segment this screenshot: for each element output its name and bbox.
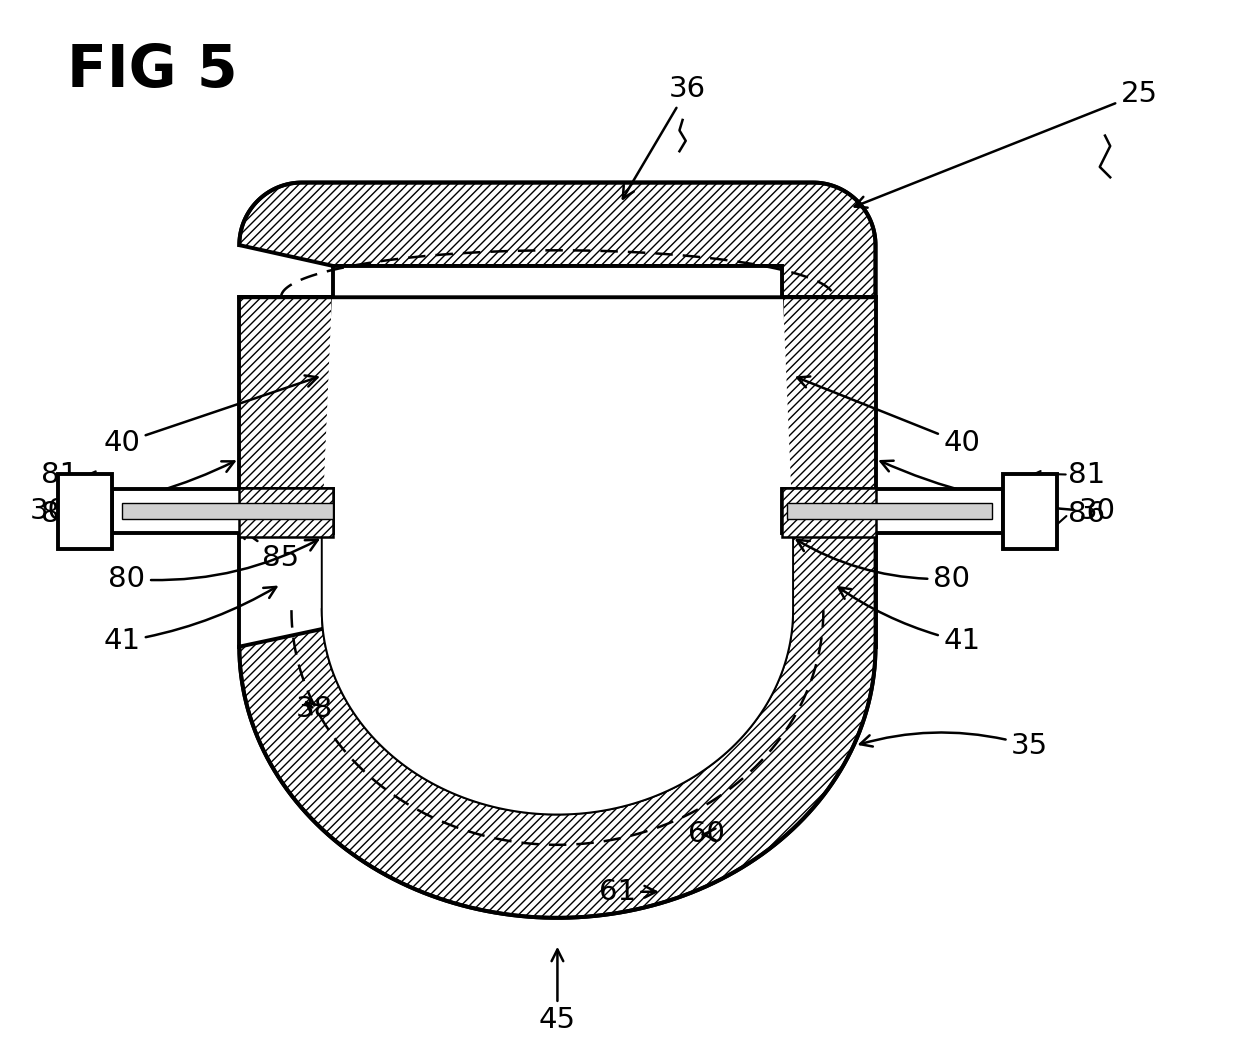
Text: 80: 80: [108, 540, 317, 592]
Polygon shape: [239, 511, 875, 918]
Text: FIG 5: FIG 5: [67, 42, 238, 99]
Polygon shape: [239, 183, 875, 297]
Text: 41: 41: [838, 587, 981, 655]
Text: 40: 40: [797, 377, 980, 457]
Text: 45: 45: [539, 949, 575, 1035]
Text: 35: 35: [861, 732, 1048, 759]
Bar: [1003, 474, 1056, 549]
Text: 86: 86: [41, 501, 78, 528]
Text: 38: 38: [584, 722, 678, 753]
Text: 38: 38: [296, 696, 334, 723]
Text: 85: 85: [238, 528, 300, 572]
Text: 40: 40: [103, 375, 317, 457]
Text: 81: 81: [41, 461, 78, 488]
Text: 60: 60: [688, 821, 724, 848]
Text: 25: 25: [854, 80, 1158, 208]
Text: 81: 81: [1069, 461, 1106, 488]
Polygon shape: [322, 511, 792, 814]
Polygon shape: [322, 266, 792, 814]
Bar: [239, 297, 334, 511]
Bar: [781, 489, 1003, 533]
Text: 41: 41: [103, 587, 277, 655]
Text: 30: 30: [30, 461, 234, 525]
Bar: [239, 488, 334, 537]
Bar: [112, 489, 334, 533]
Text: 83: 83: [348, 466, 423, 495]
Text: 86: 86: [1069, 501, 1106, 528]
Text: 61: 61: [599, 878, 656, 905]
Text: 85: 85: [680, 525, 792, 572]
Bar: [781, 488, 875, 537]
Text: 80: 80: [797, 540, 970, 592]
Bar: [123, 503, 334, 519]
Text: 83: 83: [625, 466, 729, 496]
Bar: [787, 503, 992, 519]
Bar: [58, 474, 112, 549]
Bar: [781, 297, 875, 511]
Text: 30: 30: [880, 461, 1116, 525]
Text: 36: 36: [622, 75, 707, 198]
